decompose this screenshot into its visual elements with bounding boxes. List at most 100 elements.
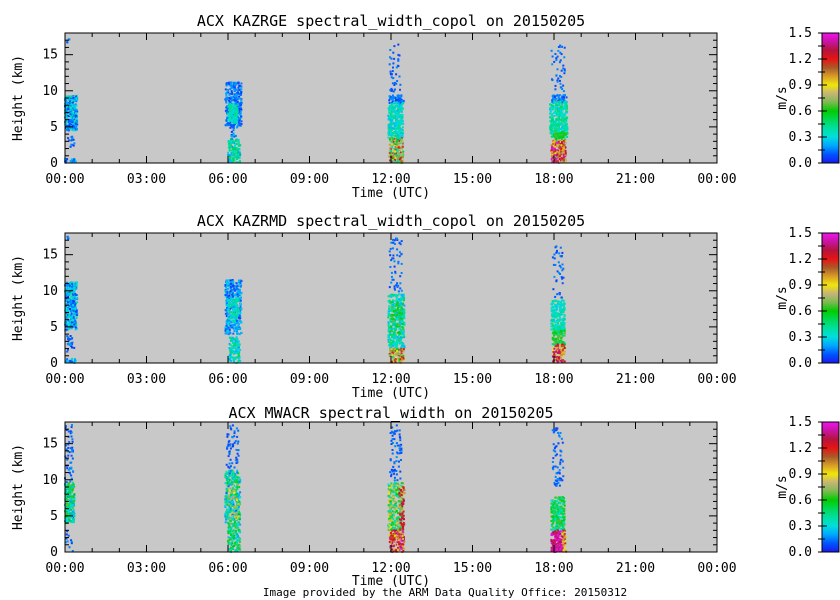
panel-3-xaxis-label: Time (UTC) xyxy=(352,574,430,589)
x-tick-label: 18:00 xyxy=(534,172,573,187)
x-tick-label: 09:00 xyxy=(290,372,329,387)
y-tick-label: 0 xyxy=(50,545,58,560)
colorbar-tick-label: 0.9 xyxy=(789,278,812,293)
colorbar-tick-label: 1.2 xyxy=(789,252,812,267)
x-tick-label: 00:00 xyxy=(697,172,736,187)
y-tick-labels: 0 5 10 15 xyxy=(42,437,58,560)
plot-frame xyxy=(64,32,718,164)
x-tick-label: 18:00 xyxy=(534,561,573,576)
data-points xyxy=(64,235,566,364)
x-tick-label: 15:00 xyxy=(453,561,492,576)
x-tick-label: 21:00 xyxy=(616,561,655,576)
colorbar-tick-label: 0.3 xyxy=(789,519,812,534)
panel-1-xaxis-label: Time (UTC) xyxy=(352,186,430,201)
colorbar-ticks xyxy=(818,421,827,553)
y-tick-label: 10 xyxy=(42,84,58,99)
y-tick-label: 10 xyxy=(42,284,58,299)
colorbar-gradient xyxy=(822,33,839,163)
colorbar-tick-label: 1.5 xyxy=(789,26,812,41)
x-tick-label: 12:00 xyxy=(371,372,410,387)
colorbar-1-unit-label: m/s xyxy=(775,86,790,109)
x-tick-label: 00:00 xyxy=(45,172,84,187)
y-tick-label: 15 xyxy=(42,248,58,263)
colorbar-tick-label: 0.0 xyxy=(789,156,812,171)
x-tick-label: 18:00 xyxy=(534,372,573,387)
panel-2-xaxis-label: Time (UTC) xyxy=(352,386,430,401)
y-tick-label: 5 xyxy=(50,120,58,135)
colorbar-tick-label: 0.3 xyxy=(789,330,812,345)
colorbar-gradient xyxy=(822,233,839,363)
x-tick-label: 06:00 xyxy=(208,172,247,187)
panel-2-yaxis-label: Height (km) xyxy=(11,255,26,341)
colorbar-3-unit-label: m/s xyxy=(775,475,790,498)
data-points xyxy=(64,38,569,164)
x-tick-label: 03:00 xyxy=(127,172,166,187)
data-points xyxy=(64,424,568,553)
colorbar-tick-label: 0.9 xyxy=(789,467,812,482)
x-tick-label: 06:00 xyxy=(208,372,247,387)
colorbar-tick-label: 0.0 xyxy=(789,356,812,371)
y-tick-label: 15 xyxy=(42,48,58,63)
x-tick-label: 09:00 xyxy=(290,561,329,576)
colorbar-tick-label: 1.2 xyxy=(789,52,812,67)
colorbar-tick-labels: 0.0 0.3 0.6 0.9 1.2 1.5 xyxy=(789,26,812,171)
colorbar-tick-label: 0.6 xyxy=(789,104,812,119)
x-tick-label: 12:00 xyxy=(371,561,410,576)
colorbar-ticks xyxy=(818,232,827,364)
colorbar-tick-label: 0.3 xyxy=(789,130,812,145)
x-tick-labels: 00:00 03:00 06:00 09:00 12:00 15:00 18:00 21:00… xyxy=(45,172,736,187)
colorbar-tick-labels: 0.0 0.3 0.6 0.9 1.2 1.5 xyxy=(789,415,812,560)
colorbar-tick-labels: 0.0 0.3 0.6 0.9 1.2 1.5 xyxy=(789,226,812,371)
x-tick-label: 00:00 xyxy=(45,372,84,387)
y-tick-labels: 0 5 10 15 xyxy=(42,248,58,371)
panel-3: 00:00 03:00 06:00 09:00 12:00 15:00 18:00 21:00… xyxy=(42,415,840,576)
colorbar-tick-label: 1.5 xyxy=(789,226,812,241)
panel-1-yaxis-label: Height (km) xyxy=(11,55,26,141)
x-tick-label: 00:00 xyxy=(45,561,84,576)
provider-annotation: Image provided by the ARM Data Quality O… xyxy=(263,586,627,599)
colorbar-gradient xyxy=(822,422,839,552)
x-tick-label: 09:00 xyxy=(290,172,329,187)
x-tick-labels: 00:00 03:00 06:00 09:00 12:00 15:00 18:00 21:00… xyxy=(45,561,736,576)
plot-frame xyxy=(64,421,718,553)
y-tick-label: 5 xyxy=(50,509,58,524)
x-tick-label: 00:00 xyxy=(697,561,736,576)
panel-2: 00:00 03:00 06:00 09:00 12:00 15:00 18:00 21:00… xyxy=(42,226,840,387)
x-tick-label: 00:00 xyxy=(697,372,736,387)
panel-1: 00:00 03:00 06:00 09:00 12:00 15:00 18:00 21:00… xyxy=(42,26,840,187)
x-tick-label: 15:00 xyxy=(453,172,492,187)
x-tick-label: 21:00 xyxy=(616,372,655,387)
y-tick-label: 10 xyxy=(42,473,58,488)
render-root: 00:00 03:00 06:00 09:00 12:00 15:00 18:00 21:00… xyxy=(42,26,840,576)
x-tick-label: 15:00 xyxy=(453,372,492,387)
colorbar-ticks xyxy=(818,32,827,164)
colorbar-tick-label: 0.6 xyxy=(789,304,812,319)
colorbar-2-unit-label: m/s xyxy=(775,286,790,309)
panel-1-title: ACX KAZRGE spectral_width_copol on 20150… xyxy=(197,12,585,30)
colorbar: 0.0 0.3 0.6 0.9 1.2 1.5 xyxy=(789,415,840,560)
panel-3-title: ACX MWACR spectral_width on 20150205 xyxy=(228,404,553,422)
y-tick-label: 0 xyxy=(50,356,58,371)
x-tick-label: 03:00 xyxy=(127,372,166,387)
y-tick-label: 15 xyxy=(42,437,58,452)
y-tick-label: 5 xyxy=(50,320,58,335)
colorbar-tick-label: 1.5 xyxy=(789,415,812,430)
colorbar-tick-label: 0.6 xyxy=(789,493,812,508)
panel-3-yaxis-label: Height (km) xyxy=(11,444,26,530)
plot-frame xyxy=(64,232,718,364)
x-tick-label: 12:00 xyxy=(371,172,410,187)
colorbar: 0.0 0.3 0.6 0.9 1.2 1.5 xyxy=(789,226,840,371)
y-tick-labels: 0 5 10 15 xyxy=(42,48,58,171)
x-tick-labels: 00:00 03:00 06:00 09:00 12:00 15:00 18:00 21:00… xyxy=(45,372,736,387)
axis-ticks xyxy=(64,232,718,364)
x-tick-label: 06:00 xyxy=(208,561,247,576)
colorbar-tick-label: 0.0 xyxy=(789,545,812,560)
colorbar-tick-label: 0.9 xyxy=(789,78,812,93)
y-tick-label: 0 xyxy=(50,156,58,171)
colorbar-tick-label: 1.2 xyxy=(789,441,812,456)
panel-2-title: ACX KAZRMD spectral_width_copol on 20150… xyxy=(197,212,585,230)
x-tick-label: 21:00 xyxy=(616,172,655,187)
colorbar: 0.0 0.3 0.6 0.9 1.2 1.5 xyxy=(789,26,840,171)
